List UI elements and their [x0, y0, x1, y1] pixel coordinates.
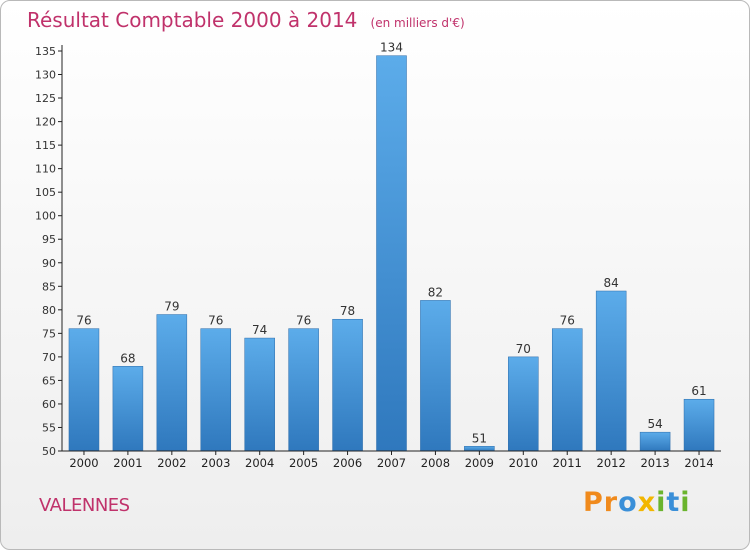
logo-letter: P — [583, 487, 604, 518]
data-label: 84 — [604, 276, 619, 290]
x-tick-label: 2004 — [245, 456, 274, 470]
data-label: 54 — [647, 417, 662, 431]
x-tick-label: 2014 — [684, 456, 713, 470]
y-tick-label: 115 — [35, 139, 56, 152]
logo-letter: i — [656, 487, 667, 518]
bar — [68, 328, 100, 452]
y-tick-label: 65 — [42, 374, 56, 387]
data-label: 68 — [120, 351, 135, 365]
y-tick-label: 60 — [42, 398, 56, 411]
chart-title: Résultat Comptable 2000 à 2014 (en milli… — [27, 8, 465, 32]
y-axis: 50 55 60 65 70 75 80 85 90 95 100 105 110 115 120 125 13… — [35, 45, 63, 458]
x-tick-label: 2013 — [640, 456, 669, 470]
y-tick-label: 125 — [35, 92, 56, 105]
x-tick-label: 2002 — [157, 456, 186, 470]
bar — [551, 328, 583, 452]
bar — [200, 328, 232, 452]
data-label: 76 — [296, 314, 311, 328]
y-tick-label: 75 — [42, 327, 56, 340]
x-tick-label: 2011 — [553, 456, 582, 470]
logo-letter: x — [637, 487, 657, 518]
data-label: 70 — [516, 342, 531, 356]
data-label: 79 — [164, 300, 179, 314]
data-label: 78 — [340, 304, 355, 318]
data-label: 76 — [560, 314, 575, 328]
bar — [420, 300, 451, 452]
data-label: 74 — [252, 323, 267, 337]
x-tick-label: 2012 — [597, 456, 626, 470]
x-axis: 2000 2001 2002 2003 2004 2005 2006 2007 2008 2009… — [62, 450, 721, 470]
x-tick-label: 2001 — [113, 456, 142, 470]
y-tick-label: 70 — [42, 351, 56, 364]
y-tick-label: 120 — [35, 116, 56, 129]
bar — [464, 446, 495, 452]
x-tick-label: 2008 — [421, 456, 450, 470]
bar — [508, 356, 539, 452]
bar — [288, 328, 319, 452]
y-tick-label: 105 — [35, 186, 56, 199]
bar — [683, 398, 715, 452]
bar — [639, 431, 671, 452]
proxiti-logo: Proxiti — [583, 487, 691, 518]
bar — [376, 55, 407, 452]
data-labels: 76 68 79 76 74 76 78 134 82 51 70 76 84 54 61 — [76, 41, 706, 446]
y-tick-label: 100 — [35, 210, 56, 223]
y-tick-label: 135 — [35, 45, 56, 58]
y-tick-label: 55 — [42, 421, 56, 434]
y-tick-label: 90 — [42, 257, 56, 270]
logo-letter: t — [666, 487, 681, 518]
logo-letter: o — [618, 487, 638, 518]
y-tick-label: 50 — [42, 445, 56, 458]
x-tick-label: 2010 — [509, 456, 538, 470]
x-tick-label: 2006 — [333, 456, 362, 470]
x-tick-label: 2000 — [69, 456, 98, 470]
data-label: 134 — [380, 41, 403, 55]
y-tick-label: 85 — [42, 280, 56, 293]
commune-name: VALENNES — [39, 495, 130, 516]
bar — [332, 318, 363, 452]
logo-letter: r — [603, 487, 619, 518]
y-tick-label: 110 — [35, 163, 56, 176]
bar — [156, 314, 188, 452]
x-tick-label: 2009 — [465, 456, 494, 470]
y-tick-label: 130 — [35, 69, 56, 82]
x-tick-label: 2003 — [201, 456, 230, 470]
bar — [244, 337, 275, 452]
x-tick-label: 2005 — [289, 456, 318, 470]
x-tick-label: 2007 — [377, 456, 406, 470]
logo-letter: i — [680, 487, 691, 518]
bar — [595, 290, 627, 452]
y-tick-label: 80 — [42, 304, 56, 317]
bar — [112, 366, 144, 452]
data-label: 61 — [691, 384, 706, 398]
data-label: 76 — [76, 314, 91, 328]
data-label: 51 — [472, 431, 487, 445]
data-label: 82 — [428, 285, 443, 299]
bars — [68, 55, 715, 452]
y-tick-label: 95 — [42, 233, 56, 246]
data-label: 76 — [208, 314, 223, 328]
